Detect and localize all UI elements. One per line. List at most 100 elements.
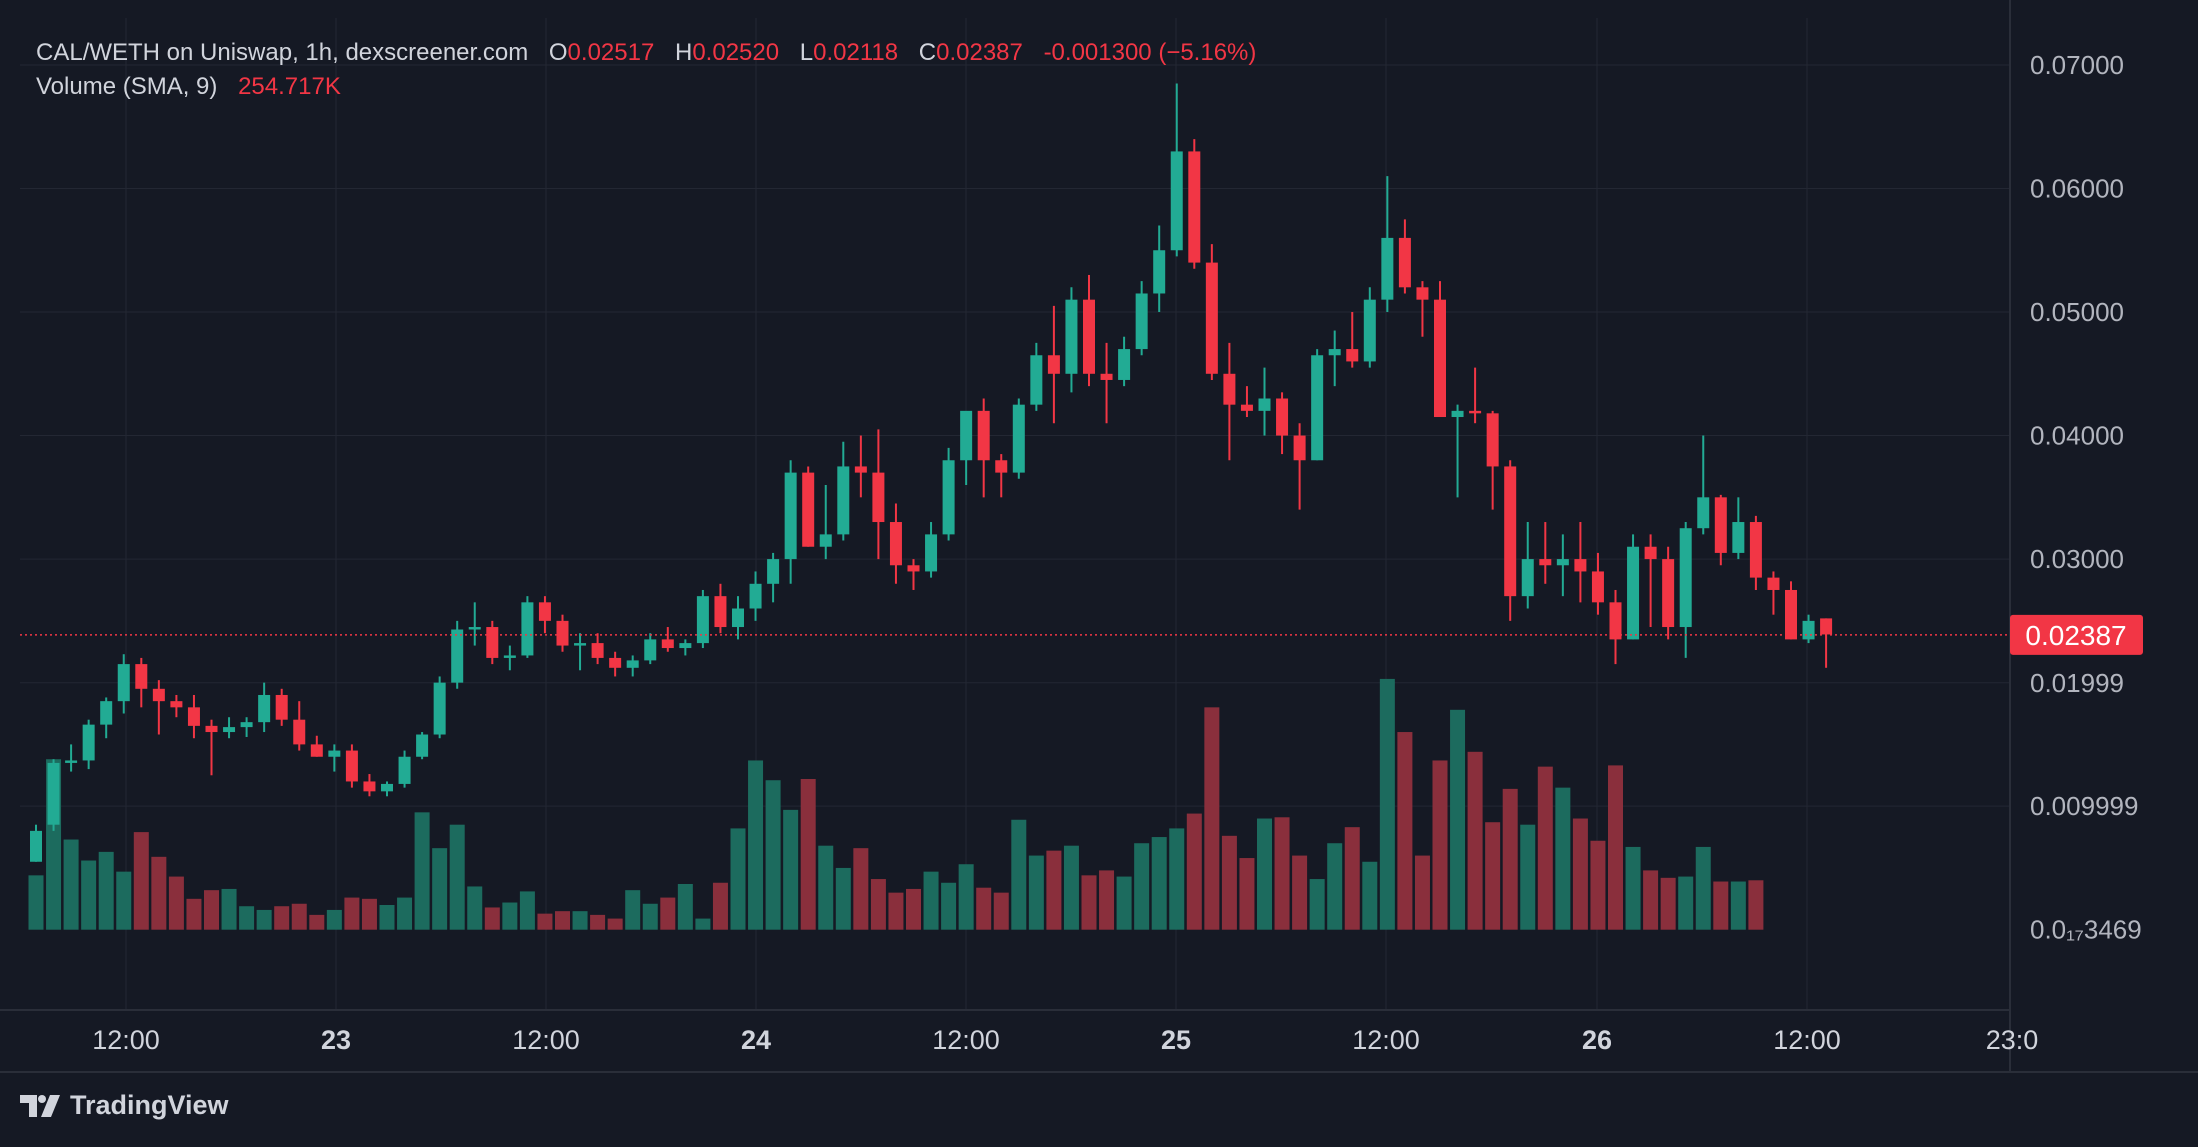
candle-body xyxy=(293,719,306,745)
candle-body xyxy=(696,596,709,644)
candle-body xyxy=(65,760,78,763)
candle-body xyxy=(960,410,973,461)
candle xyxy=(1223,342,1236,461)
candle-body xyxy=(1469,410,1482,414)
candle xyxy=(1785,581,1797,640)
candle-body xyxy=(1767,577,1780,590)
legend-volume-row: Volume (SMA, 9) 254.717K xyxy=(36,70,1256,104)
candle xyxy=(1328,330,1341,387)
candle xyxy=(328,744,341,772)
volume-bar xyxy=(344,897,360,930)
y-tick-label: 0.05000 xyxy=(2030,297,2124,327)
candle-body xyxy=(661,639,674,649)
volume-bar xyxy=(1467,751,1483,930)
volume-bar xyxy=(221,888,237,930)
candle xyxy=(679,639,692,656)
candle xyxy=(82,719,95,770)
candle-body xyxy=(1556,559,1569,566)
candle-body xyxy=(854,466,867,473)
volume-bar xyxy=(432,848,448,930)
candle xyxy=(1012,398,1025,479)
last-price-marker: 0.02387 xyxy=(20,614,2143,655)
volume-bar xyxy=(326,909,342,930)
candle-body xyxy=(1714,497,1727,553)
candle-body xyxy=(1363,299,1376,362)
open-value: 0.02517 xyxy=(567,39,655,66)
volume-bar xyxy=(1450,709,1466,930)
candle xyxy=(1047,305,1060,424)
volume-bar xyxy=(1748,880,1764,930)
candle-body xyxy=(503,655,516,658)
candle xyxy=(1574,522,1587,603)
candle xyxy=(1627,534,1640,640)
candle xyxy=(100,697,113,739)
candle xyxy=(1486,410,1499,510)
candle xyxy=(275,688,288,726)
x-tick-label: 12:00 xyxy=(932,1025,1000,1055)
volume-bar xyxy=(625,890,641,930)
candle xyxy=(1188,139,1201,269)
candle-body xyxy=(205,725,218,733)
last-price-tag xyxy=(2010,614,2143,655)
candle-body xyxy=(381,783,393,792)
y-tick-label: 0.0₁₇3469 xyxy=(2030,915,2142,945)
volume-bar xyxy=(1572,818,1588,930)
candle xyxy=(1434,281,1446,418)
volume-bar xyxy=(1695,846,1711,930)
volume-bar xyxy=(800,778,816,930)
close-label: C xyxy=(918,39,937,66)
candle-body xyxy=(1504,466,1517,597)
x-tick-label: 25 xyxy=(1161,1025,1191,1055)
candle xyxy=(1276,392,1289,455)
volume-bar xyxy=(1344,827,1360,930)
volume-bar xyxy=(923,871,939,930)
volume-bar xyxy=(519,891,535,930)
volume-bar xyxy=(748,760,764,930)
volume-bar xyxy=(484,907,500,930)
candle-body xyxy=(1328,349,1341,356)
price-candles xyxy=(30,83,1833,862)
price-axis[interactable]: 0.07000 0.06000 0.05000 0.04000 0.03000 0.019… xyxy=(2030,50,2142,945)
volume-bar xyxy=(116,871,132,930)
time-axis[interactable]: 12:00 23 12:00 24 12:00 25 12:00 26 12:00 23:0 xyxy=(92,1025,2038,1055)
high-value: 0.02520 xyxy=(692,39,780,66)
volume-bar xyxy=(502,902,518,930)
candle-body xyxy=(1311,355,1324,461)
candle-body xyxy=(310,744,323,757)
candle-body xyxy=(889,522,902,566)
volume-bar xyxy=(818,845,834,930)
volume-bar xyxy=(730,828,746,930)
candle-body xyxy=(679,643,692,649)
y-tick-label: 0.04000 xyxy=(2030,421,2124,451)
tradingview-brand[interactable]: TradingView xyxy=(20,1090,229,1121)
volume-bar xyxy=(467,886,483,930)
candle xyxy=(784,460,797,584)
candle xyxy=(837,441,850,541)
volume-bar xyxy=(537,913,553,930)
candle xyxy=(1609,589,1622,665)
volume-bar xyxy=(555,911,570,930)
volume-bar xyxy=(1257,818,1272,930)
volume-bar xyxy=(397,897,413,930)
volume-bar xyxy=(1011,819,1027,930)
candle xyxy=(1293,423,1306,510)
volume-bar xyxy=(1520,824,1536,930)
volume-bar xyxy=(1327,843,1343,930)
volume-bar xyxy=(660,897,676,930)
volume-bar xyxy=(853,848,869,930)
volume-bar xyxy=(765,780,781,930)
volume-bar xyxy=(1239,858,1255,930)
candle xyxy=(521,596,534,658)
candle-body xyxy=(1802,620,1815,640)
candle-body xyxy=(767,559,780,584)
candle xyxy=(854,435,867,498)
volume-bar xyxy=(1081,875,1097,930)
candle xyxy=(644,633,657,665)
volume-bar xyxy=(1397,732,1413,930)
volume-bar xyxy=(1292,855,1308,930)
candle-body xyxy=(872,472,885,523)
symbol-title: CAL/WETH on Uniswap, 1h, dexscreener.com xyxy=(36,39,529,66)
candle xyxy=(591,633,604,665)
